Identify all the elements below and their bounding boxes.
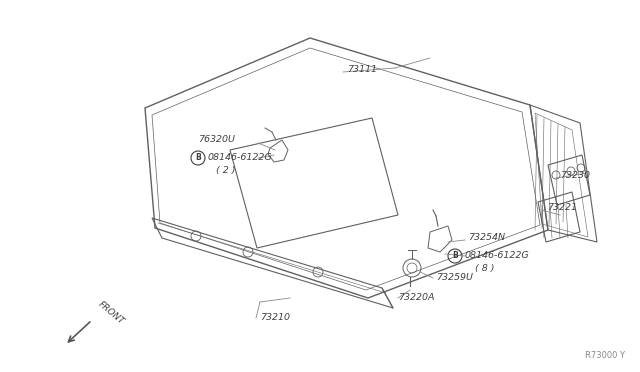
Text: R73000 Y: R73000 Y <box>585 351 625 360</box>
Text: 73259U: 73259U <box>436 273 473 282</box>
Text: 76320U: 76320U <box>198 135 235 144</box>
Text: B: B <box>452 251 458 260</box>
Text: 08146-6122G: 08146-6122G <box>465 251 530 260</box>
Text: ( 8 ): ( 8 ) <box>475 263 495 273</box>
Text: 73221: 73221 <box>547 202 577 212</box>
Text: 73230: 73230 <box>560 170 590 180</box>
Text: 73254N: 73254N <box>468 232 505 241</box>
Text: ( 2 ): ( 2 ) <box>216 167 236 176</box>
Text: B: B <box>195 154 201 163</box>
Text: FRONT: FRONT <box>96 300 125 326</box>
Text: 73111: 73111 <box>347 65 377 74</box>
Text: 73220A: 73220A <box>398 294 435 302</box>
Text: 08146-6122G: 08146-6122G <box>208 154 273 163</box>
Text: 73210: 73210 <box>260 314 290 323</box>
